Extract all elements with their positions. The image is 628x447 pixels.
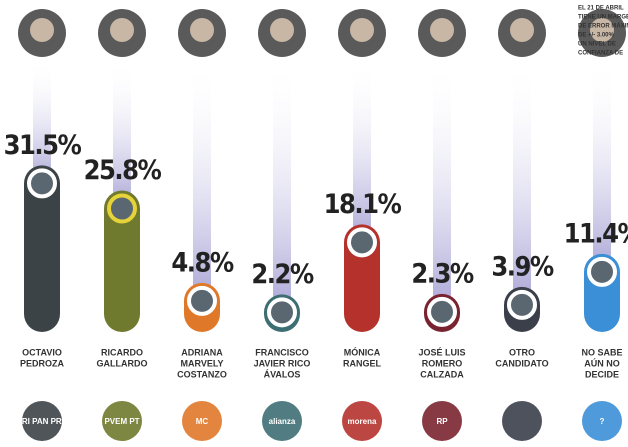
candidate-name: RANGEL (343, 358, 382, 368)
candidate-name: MARVELY (180, 358, 223, 368)
light-streak (353, 60, 371, 243)
value-label: 31.5% (4, 130, 82, 161)
candidate-name: ÁVALOS (264, 369, 301, 379)
photo-face (350, 18, 374, 42)
party-logo-text: RP (436, 417, 448, 426)
value-label: 3.9% (491, 251, 554, 282)
bar-knob (107, 193, 137, 224)
note-line: EL 21 DE ABRIL (578, 6, 624, 12)
note-line: DE +/- 3.00% (578, 33, 615, 39)
candidate-name: PEDROZA (20, 358, 65, 368)
photo-face (590, 18, 614, 42)
value-label: 4.8% (171, 247, 234, 278)
candidate-name: DECIDE (585, 369, 619, 379)
candidate-name: JAVIER RICO (254, 358, 311, 368)
light-streak (433, 60, 451, 312)
candidate-name: CALZADA (420, 369, 464, 379)
party-logo (22, 401, 62, 441)
photo-face (110, 18, 134, 42)
party-logo (262, 401, 302, 441)
party-logo (422, 401, 462, 441)
bar-knob (427, 296, 457, 327)
party-logo (502, 401, 542, 441)
candidate-name: RICARDO (101, 347, 143, 357)
bar (104, 190, 140, 332)
note-line: UN NIVEL DE (578, 42, 616, 48)
party-logo-text: alianza (269, 417, 296, 426)
value-label: 18.1% (324, 189, 402, 220)
note-line: TIENE UN MARGEN (578, 15, 628, 21)
bar-knob (507, 289, 537, 320)
candidate-name: FRANCISCO (255, 347, 309, 357)
party-logo-text: MC (196, 417, 209, 426)
party-logo (182, 401, 222, 441)
candidate-name: NO SABE (581, 347, 622, 357)
light-streak (113, 60, 131, 209)
note-line: DE ERROR MÁXIMO (578, 23, 628, 30)
photo-face (270, 18, 294, 42)
candidate-name: COSTANZO (177, 369, 227, 379)
value-label: 11.4% (564, 218, 628, 249)
photo-face (430, 18, 454, 42)
candidate-name: OTRO (509, 347, 535, 357)
bar (24, 165, 60, 332)
candidate-name: GALLARDO (97, 358, 148, 368)
light-streak (513, 60, 531, 305)
light-streak (593, 60, 611, 272)
party-logo-text: ? (600, 417, 605, 426)
photo-face (30, 18, 54, 42)
candidate-name: ROMERO (422, 358, 463, 368)
light-streak (193, 60, 211, 301)
light-streak (33, 60, 51, 184)
photo-face (510, 18, 534, 42)
candidate-name: AÚN NO (584, 357, 620, 368)
candidate-name: ADRIANA (181, 347, 223, 357)
bar-knob (267, 297, 297, 328)
photo-face (190, 18, 214, 42)
candidate-name: OCTAVIO (22, 347, 62, 357)
candidate-name: JOSÉ LUIS (418, 347, 465, 357)
party-logo-text: morena (348, 417, 377, 426)
value-label: 2.2% (251, 259, 314, 290)
party-logo-text: PRI PAN PRD (17, 417, 68, 426)
note-line: CONFIANZA DE (578, 51, 623, 57)
value-label: 2.3% (411, 258, 474, 289)
candidate-name: CANDIDATO (495, 358, 548, 368)
party-logo-text: PVEM PT (104, 417, 139, 426)
bar-knob (27, 168, 57, 199)
party-logo (582, 401, 622, 441)
bar-knob (187, 285, 217, 316)
light-streak (273, 60, 291, 313)
party-logo (342, 401, 382, 441)
value-label: 25.8% (84, 155, 162, 186)
bar-knob (587, 256, 617, 287)
party-logo (102, 401, 142, 441)
bar-knob (347, 227, 377, 258)
candidate-name: MÓNICA (344, 346, 381, 357)
